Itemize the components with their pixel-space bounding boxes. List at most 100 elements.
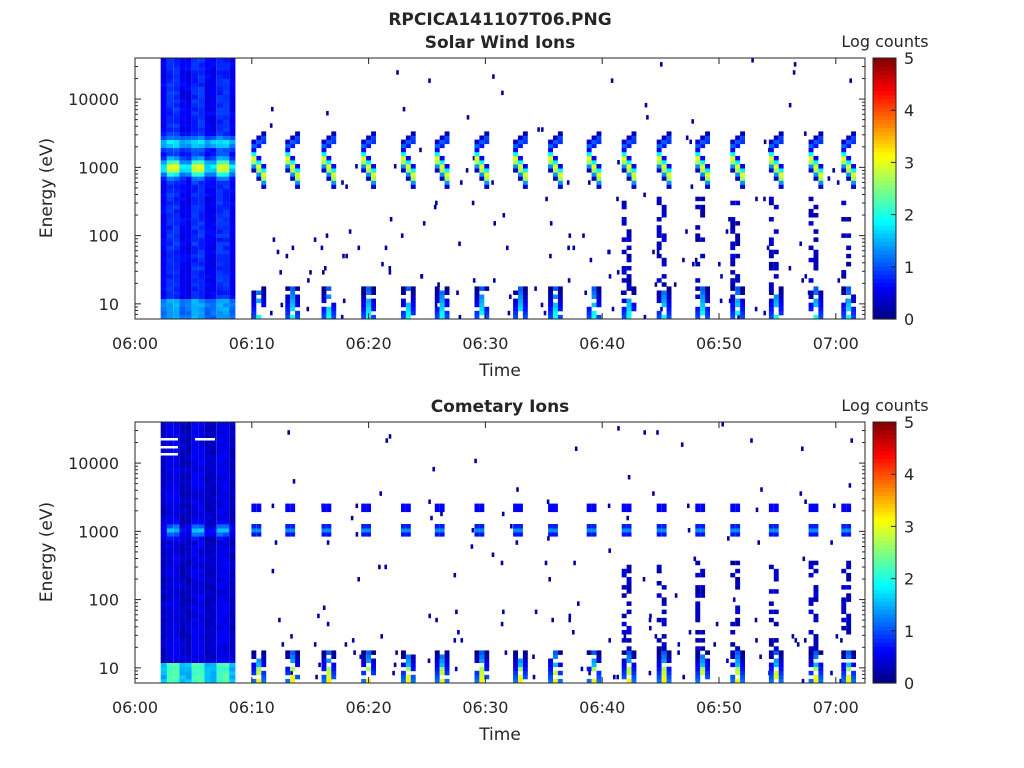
spectrogram-cell <box>484 314 490 320</box>
spectrogram-cell <box>166 249 174 255</box>
spectrogram-cell <box>591 290 597 295</box>
spectrogram-cell <box>185 630 192 635</box>
spectrogram-cell <box>361 524 367 529</box>
cometary-ions-panel: Cometary Ions 06:00 06:10 06:20 06:30 06:40 0… <box>37 396 929 745</box>
spectrogram-cell <box>179 499 186 504</box>
spectrogram-cell <box>223 678 230 684</box>
spectrogram-cell <box>191 630 198 635</box>
spectrogram-cell <box>813 642 819 647</box>
spectrogram-cell <box>773 528 779 533</box>
spectrogram-cell <box>191 151 198 157</box>
spectrogram-cell <box>191 585 198 590</box>
colorbar-segment <box>873 135 896 141</box>
spectrogram-cell <box>326 164 332 169</box>
spectrogram-cell <box>185 458 192 464</box>
spectrogram-cell <box>768 617 774 623</box>
spectrogram-cell <box>705 310 710 316</box>
spectrogram-cell <box>210 430 217 435</box>
spectrogram-cell <box>626 143 632 149</box>
spectrogram-cell <box>626 650 632 655</box>
spectrogram-cell <box>173 241 180 246</box>
spectrogram-cell <box>185 229 192 234</box>
spectrogram-cell <box>160 454 167 460</box>
spectrogram-cell <box>173 593 180 598</box>
spectrogram-cell <box>479 310 485 316</box>
spectrogram-cell <box>166 634 174 639</box>
spectrogram-cell <box>656 564 662 570</box>
colorbar-segment <box>873 625 896 631</box>
spectrogram-cell <box>166 310 174 316</box>
spectrogram-cell <box>173 127 180 132</box>
spectrogram-cell <box>198 487 205 492</box>
spectrogram-cell <box>191 70 198 75</box>
spectrogram-cell <box>586 532 592 537</box>
spectrogram-cell <box>610 78 614 83</box>
x-tick-label: 07:00 <box>813 698 859 717</box>
spectrogram-cell <box>361 306 367 312</box>
spectrogram-cell <box>522 298 528 304</box>
spectrogram-cell <box>185 422 192 427</box>
spectrogram-cell <box>331 164 337 169</box>
spectrogram-cell <box>191 302 198 308</box>
spectrogram-cell <box>198 678 205 684</box>
spectrogram-cell <box>410 298 416 304</box>
spectrogram-cell <box>223 290 230 295</box>
spectrogram-cell <box>621 151 627 157</box>
spectrogram-cell <box>276 249 280 255</box>
spectrogram-cell <box>204 111 211 116</box>
spectrogram-cell <box>223 479 230 484</box>
spectrogram-cell <box>631 290 637 295</box>
spectrogram-cell <box>166 466 174 472</box>
spectrogram-cell <box>366 650 371 655</box>
spectrogram-cell <box>621 237 627 242</box>
spectrogram-cell <box>295 172 300 177</box>
spectrogram-cell <box>591 532 597 537</box>
spectrogram-cell <box>256 662 262 668</box>
spectrogram-cell <box>210 560 217 566</box>
spectrogram-cell <box>160 278 167 283</box>
spectrogram-cell <box>185 200 192 206</box>
spectrogram-cell <box>191 442 198 447</box>
spectrogram-cell <box>210 310 217 316</box>
spectrogram-cell <box>518 172 523 177</box>
spectrogram-cell <box>410 172 416 177</box>
spectrogram-cell <box>626 507 632 513</box>
spectrogram-cell <box>185 217 192 222</box>
spectrogram-cell <box>730 147 736 153</box>
spectrogram-cell <box>479 650 485 655</box>
colorbar-segment <box>873 225 896 230</box>
spectrogram-cell <box>204 585 211 590</box>
spectrogram-cell <box>204 662 211 668</box>
spectrogram-cell <box>229 58 236 63</box>
spectrogram-cell <box>223 438 230 443</box>
spectrogram-cell <box>210 442 217 447</box>
spectrogram-cell <box>285 666 291 672</box>
spectrogram-cell <box>808 160 814 165</box>
spectrogram-cell <box>846 176 852 181</box>
spectrogram-cell <box>631 180 637 185</box>
spectrogram-cell <box>185 213 192 218</box>
spectrogram-cell <box>279 270 282 275</box>
spectrogram-cell <box>434 151 440 157</box>
colorbar-segment <box>873 102 896 108</box>
spectrogram-cell <box>185 188 192 193</box>
spectrogram-cell <box>198 90 205 96</box>
spectrogram-cell <box>518 507 523 513</box>
spectrogram-cell <box>198 286 205 291</box>
spectrogram-cell <box>735 605 741 610</box>
spectrogram-cell <box>730 674 736 680</box>
spectrogram-cell <box>596 314 602 320</box>
spectrogram-cell <box>778 172 784 177</box>
spectrogram-cell <box>179 466 186 472</box>
spectrogram-cell <box>185 511 192 517</box>
spectrogram-cell <box>229 70 236 75</box>
spectrogram-cell <box>198 135 205 140</box>
spectrogram-cell <box>191 642 198 647</box>
spectrogram-cell <box>166 524 174 529</box>
spectrogram-cell <box>185 225 192 230</box>
spectrogram-cell <box>285 670 291 676</box>
spectrogram-cell <box>198 630 205 635</box>
spectrogram-cell <box>361 139 367 145</box>
spectrogram-cell <box>548 524 553 529</box>
spectrogram-cell <box>160 650 167 655</box>
